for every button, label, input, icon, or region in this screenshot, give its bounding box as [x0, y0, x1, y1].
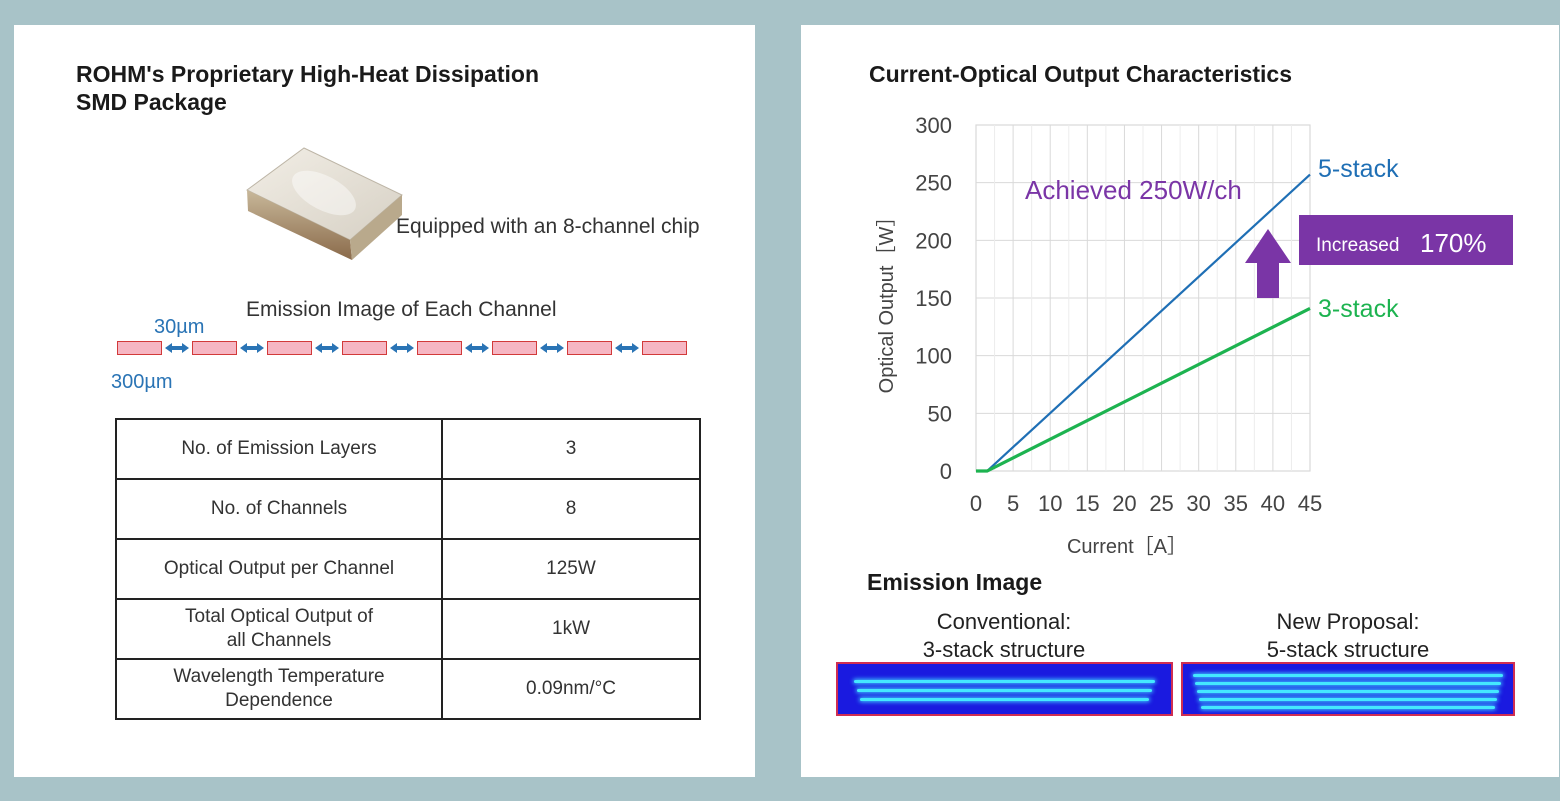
spec-row: Wavelength Temperature Dependence 0.09nm/°… [115, 658, 701, 720]
proposal-caption-line1: New Proposal: [1276, 609, 1420, 634]
channel-box [117, 341, 162, 355]
spec-label-line: Dependence [225, 690, 333, 711]
x-tick-label: 5 [1007, 491, 1019, 516]
increased-badge [1299, 215, 1513, 265]
y-tick-label: 300 [915, 113, 952, 138]
y-tick-label: 150 [915, 286, 952, 311]
channel-box [642, 341, 687, 355]
spec-value: 8 [441, 478, 701, 540]
x-axis-label: Current［A］ [1067, 535, 1187, 558]
emission-line [1195, 682, 1501, 685]
double-arrow-icon [240, 343, 264, 353]
spec-row: Optical Output per Channel 125W [115, 538, 701, 600]
x-tick-label: 10 [1038, 491, 1062, 516]
package-image [246, 147, 403, 260]
double-arrow-icon [390, 343, 414, 353]
spec-label: Optical Output per Channel [115, 538, 443, 600]
spec-label: Wavelength Temperature Dependence [115, 658, 443, 720]
left-panel: ROHM's Proprietary High-Heat Dissipation… [14, 25, 755, 777]
x-tick-label: 25 [1149, 491, 1173, 516]
conventional-emission-image [836, 662, 1173, 716]
emission-channel-title: Emission Image of Each Channel [246, 298, 557, 321]
spec-label-line: Wavelength Temperature [173, 666, 385, 687]
x-tick-label: 30 [1186, 491, 1210, 516]
x-tick-label: 0 [970, 491, 982, 516]
emission-line [1197, 690, 1499, 693]
package-title-line1: ROHM's Proprietary High-Heat Dissipation [76, 61, 539, 87]
x-tick-label: 45 [1298, 491, 1322, 516]
x-tick-label: 35 [1224, 491, 1248, 516]
package-title: ROHM's Proprietary High-Heat Dissipation… [76, 60, 539, 116]
spec-value: 0.09nm/°C [441, 658, 701, 720]
conventional-caption: Conventional: 3-stack structure [836, 608, 1172, 664]
proposal-caption: New Proposal: 5-stack structure [1180, 608, 1516, 664]
achieved-annotation: Achieved 250W/ch [1025, 175, 1242, 205]
double-arrow-icon [165, 343, 189, 353]
emission-image-title: Emission Image [867, 569, 1043, 595]
conventional-caption-line1: Conventional: [936, 609, 1072, 634]
package-title-line2: SMD Package [76, 89, 227, 115]
spec-label: Total Optical Output of all Channels [115, 598, 443, 660]
spec-value: 1kW [441, 598, 701, 660]
double-arrow-icon [540, 343, 564, 353]
spec-label-line: Optical Output per Channel [163, 558, 395, 579]
spec-row: No. of Emission Layers 3 [115, 418, 701, 480]
double-arrow-icon [465, 343, 489, 353]
channel-box [567, 341, 612, 355]
series-line-3-stack [976, 306, 1311, 473]
emission-line [1193, 674, 1503, 677]
increased-badge-value: 170% [1420, 228, 1487, 258]
proposal-caption-line2: 5-stack structure [1266, 637, 1430, 662]
spec-label-line: all Channels [226, 630, 332, 651]
spec-table: No. of Emission Layers 3 No. of Channels 8 O… [115, 418, 701, 720]
channel-box [492, 341, 537, 355]
series-label-5-stack: 5-stack [1318, 155, 1399, 183]
y-tick-label: 50 [928, 401, 952, 426]
channel-box [342, 341, 387, 355]
spec-row: No. of Channels 8 [115, 478, 701, 540]
spec-value: 3 [441, 418, 701, 480]
gap-dimension-label: 30µm [154, 316, 205, 338]
channel-box [192, 341, 237, 355]
increased-badge-word: Increased [1316, 235, 1399, 256]
emission-line [860, 698, 1149, 701]
spec-label-line: Total Optical Output of [185, 606, 373, 627]
emission-line [1201, 706, 1495, 709]
emission-line [854, 680, 1155, 683]
channel-box [417, 341, 462, 355]
spec-row: Total Optical Output of all Channels 1kW [115, 598, 701, 660]
chip-caption: Equipped with an 8-channel chip [396, 215, 700, 238]
spec-label: No. of Emission Layers [115, 418, 443, 480]
width-dimension-label: 300µm [111, 371, 173, 393]
proposal-emission-image [1181, 662, 1515, 716]
x-tick-label: 40 [1261, 491, 1285, 516]
y-tick-label: 250 [915, 171, 952, 196]
x-tick-label: 15 [1075, 491, 1099, 516]
y-axis-label: Optical Output［W］ [875, 207, 898, 394]
double-arrow-icon [615, 343, 639, 353]
x-tick-label: 20 [1112, 491, 1136, 516]
emission-line [857, 689, 1152, 692]
emission-line [1199, 698, 1497, 701]
double-arrow-icon [315, 343, 339, 353]
spec-label-line: No. of Channels [210, 498, 348, 519]
conventional-caption-line2: 3-stack structure [922, 637, 1086, 662]
spec-value: 125W [441, 538, 701, 600]
right-panel: Current-Optical Output Characteristics 0… [801, 25, 1559, 777]
chart-title: Current-Optical Output Characteristics [869, 61, 1293, 87]
channel-box [267, 341, 312, 355]
spec-label-line: No. of Emission Layers [181, 438, 377, 459]
y-tick-label: 100 [915, 344, 952, 369]
increase-arrow-icon [1245, 229, 1291, 298]
spec-label: No. of Channels [115, 478, 443, 540]
y-tick-label: 200 [915, 228, 952, 253]
series-label-3-stack: 3-stack [1318, 295, 1399, 323]
y-tick-label: 0 [940, 459, 952, 484]
